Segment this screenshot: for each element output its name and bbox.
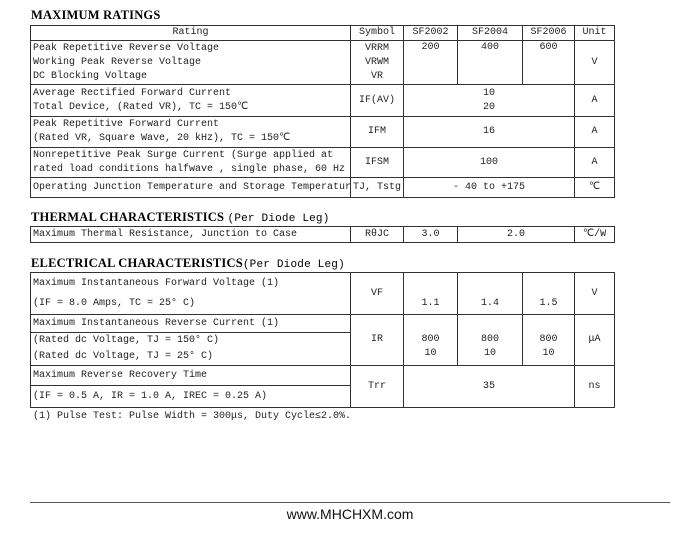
table-row: Maximum Thermal Resistance, Junction to … (30, 226, 616, 243)
footnote: (1) Pulse Test: Pulse Width = 300μs, Dut… (33, 411, 352, 422)
table-row: Peak Repetitive Reverse Voltage Working P… (30, 40, 615, 85)
rating-cell: Peak Repetitive Forward Current (Rated VR… (30, 116, 351, 148)
value-cell: 10 20 (403, 84, 575, 117)
table-row: Peak Repetitive Forward Current (Rated VR… (30, 116, 615, 148)
thermal-heading: THERMAL CHARACTERISTICS (Per Diode Leg) (31, 210, 330, 225)
rating-cell: Maximum Thermal Resistance, Junction to … (30, 226, 351, 243)
symbol-cell: RθJC (350, 226, 404, 243)
max-ratings-table: Rating Symbol SF2002 SF2004 SF2006 Unit … (30, 25, 615, 198)
rating-cell: Maximum Reverse Recovery Time (IF = 0.5 A… (30, 365, 351, 408)
header-unit: Unit (574, 25, 615, 41)
symbol-cell: IF(AV) (350, 84, 404, 117)
rating-cell: Average Rectified Forward Current Total D… (30, 84, 351, 117)
unit-cell: V (574, 272, 615, 315)
thermal-table: Maximum Thermal Resistance, Junction to … (30, 226, 616, 243)
value-cell: 2.0 (456, 226, 576, 243)
table-row: Operating Junction Temperature and Stora… (30, 177, 615, 198)
rating-cell: Maximum Instantaneous Reverse Current (1… (30, 314, 351, 366)
symbol-cell: VRRM VRWM VR (350, 40, 404, 85)
rating-cell: Nonrepetitive Peak Surge Current (Surge … (30, 147, 351, 178)
rating-cell: Maximum Instantaneous Forward Voltage (1… (30, 272, 351, 315)
header-sf2006: SF2006 (522, 25, 575, 41)
website-link[interactable]: www.MHCHXM.com (286, 506, 414, 522)
header-symbol: Symbol (350, 25, 404, 41)
max-ratings-heading: MAXIMUM RATINGS (31, 8, 161, 22)
value-cell: 16 (403, 116, 575, 148)
value-cell: 1.1 (403, 272, 458, 315)
unit-cell: ℃/W (574, 226, 616, 243)
value-cell: 400 (457, 40, 523, 85)
symbol-cell: TJ, Tstg (350, 177, 404, 198)
value-cell: 800 10 (457, 314, 523, 366)
header-rating: Rating (30, 25, 351, 41)
unit-cell: ℃ (574, 177, 615, 198)
electrical-table: Maximum Instantaneous Forward Voltage (1… (30, 272, 615, 408)
rating-cell: Peak Repetitive Reverse Voltage Working P… (30, 40, 351, 85)
symbol-cell: VF (350, 272, 404, 315)
value-cell: 800 10 (403, 314, 458, 366)
value-cell: 1.5 (522, 272, 575, 315)
value-cell: - 40 to +175 (403, 177, 575, 198)
thermal-qualifier: (Per Diode Leg) (227, 213, 330, 225)
symbol-cell: IFSM (350, 147, 404, 178)
rating-cell: Operating Junction Temperature and Stora… (30, 177, 351, 198)
electrical-qualifier: (Per Diode Leg) (242, 259, 345, 271)
table-row: Average Rectified Forward Current Total D… (30, 84, 615, 117)
unit-cell: A (574, 84, 615, 117)
value-cell: 1.4 (457, 272, 523, 315)
footer-divider (30, 502, 670, 503)
header-sf2004: SF2004 (457, 25, 523, 41)
symbol-cell: Trr (350, 365, 404, 408)
header-sf2002: SF2002 (403, 25, 458, 41)
value-cell: 200 (403, 40, 458, 85)
value-cell: 600 (522, 40, 575, 85)
electrical-heading: ELECTRICAL CHARACTERISTICS(Per Diode Leg… (31, 256, 345, 271)
table-row: Maximum Instantaneous Forward Voltage (1… (30, 272, 615, 315)
table-row: Nonrepetitive Peak Surge Current (Surge … (30, 147, 615, 178)
value-cell: 800 10 (522, 314, 575, 366)
unit-cell: ns (574, 365, 615, 408)
value-cell: 3.0 (403, 226, 458, 243)
unit-cell: A (574, 116, 615, 148)
unit-cell: V (574, 40, 615, 85)
value-cell: 100 (403, 147, 575, 178)
symbol-cell: IFM (350, 116, 404, 148)
unit-cell: μA (574, 314, 615, 366)
table-row: Maximum Reverse Recovery Time (IF = 0.5 A… (30, 365, 615, 408)
unit-cell: A (574, 147, 615, 178)
table-row: Maximum Instantaneous Reverse Current (1… (30, 314, 615, 366)
symbol-cell: IR (350, 314, 404, 366)
value-cell: 35 (403, 365, 575, 408)
